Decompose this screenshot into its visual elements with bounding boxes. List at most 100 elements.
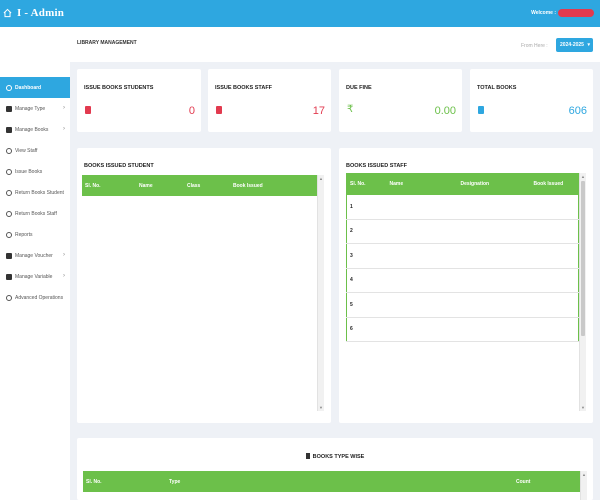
- sidebar-item-return-books-student[interactable]: Return Books Student: [0, 182, 70, 203]
- book-icon: [305, 453, 310, 459]
- column-header: Sl. No.: [346, 173, 387, 195]
- sidebar-item-dashboard[interactable]: Dashboard: [0, 77, 70, 98]
- sidebar-item-label: Return Books Student: [15, 189, 64, 196]
- sidebar-item-manage-books[interactable]: Manage Books ›: [0, 119, 70, 140]
- column-header: Name: [136, 175, 184, 196]
- panel-title-text: BOOKS TYPE WISE: [312, 454, 365, 460]
- chevron-right-icon: ›: [63, 105, 65, 111]
- sidebar-item-label: Manage Type: [15, 105, 46, 112]
- scroll-up-icon[interactable]: ▲: [319, 176, 323, 181]
- scroll-thumb[interactable]: [581, 181, 585, 336]
- table-row: 2: [346, 219, 579, 244]
- academic-year-value: 2024-2025: [560, 42, 584, 48]
- type-wise-table: Sl. No. Type Count: [83, 471, 580, 492]
- return-staff-icon: [6, 210, 12, 217]
- row-serial: 3: [346, 243, 387, 269]
- sidebar-item-view-staff[interactable]: View Staff: [0, 140, 70, 161]
- top-bar: I - Admin Welcome :: [0, 0, 600, 27]
- sidebar-item-manage-voucher[interactable]: Manage Voucher ›: [0, 245, 70, 266]
- scroll-up-icon[interactable]: ▲: [581, 174, 585, 179]
- table-row: 3: [346, 243, 579, 269]
- issue-icon: [6, 168, 12, 175]
- type-wise-scrollbar[interactable]: ▲: [580, 471, 587, 500]
- scroll-up-icon[interactable]: ▲: [582, 472, 586, 477]
- table-header-row: Sl. No. Name Class Book Issued: [82, 175, 318, 196]
- scroll-down-icon[interactable]: ▼: [319, 405, 323, 410]
- stat-value: 0.00: [434, 105, 456, 117]
- chevron-right-icon: ›: [63, 126, 65, 132]
- type-icon: [6, 105, 12, 112]
- stat-value: 0: [188, 105, 195, 117]
- table-header-row: Sl. No. Type Count: [83, 471, 580, 492]
- voucher-icon: [6, 252, 12, 259]
- sidebar-item-label: Dashboard: [15, 84, 42, 91]
- year-label: From Here :: [521, 43, 548, 49]
- book-icon: [478, 106, 484, 114]
- panel-books-issued-student: BOOKS ISSUED STUDENT Sl. No. Name Class …: [77, 148, 331, 423]
- panel-books-issued-staff: BOOKS ISSUED STAFF Sl. No. Name Designat…: [339, 148, 593, 423]
- column-header: Book Issued: [530, 173, 579, 195]
- column-header: Count: [513, 471, 580, 492]
- stat-title: TOTAL BOOKS: [477, 85, 517, 91]
- column-header: Class: [184, 175, 230, 196]
- table-row: 1: [346, 194, 579, 220]
- column-header: Sl. No.: [83, 471, 166, 492]
- row-serial: 6: [346, 317, 387, 342]
- sidebar-item-issue-books[interactable]: Issue Books: [0, 161, 70, 182]
- row-serial: 4: [346, 268, 387, 293]
- table-row: 6: [346, 317, 579, 342]
- column-header: Type: [166, 471, 513, 492]
- user-menu[interactable]: [558, 9, 594, 17]
- staff-table-scrollbar[interactable]: ▲ ▼: [579, 173, 586, 411]
- rupee-icon: ₹: [347, 104, 354, 115]
- staff-issued-table: Sl. No. Name Designation Book Issued 1 2…: [346, 173, 579, 342]
- sidebar-item-label: Manage Voucher: [15, 252, 53, 259]
- column-header: Sl. No.: [82, 175, 136, 196]
- sidebar-item-label: Reports: [15, 231, 33, 238]
- home-icon[interactable]: [3, 8, 12, 18]
- books-icon: [6, 126, 12, 133]
- return-student-icon: [6, 189, 12, 196]
- row-serial: 5: [346, 292, 387, 318]
- book-icon: [85, 106, 91, 114]
- stat-card-issue-students: ISSUE BOOKS STUDENTS 0: [77, 69, 201, 132]
- stat-card-due-fine: DUE FINE ₹ 0.00: [339, 69, 462, 132]
- welcome-label: Welcome :: [531, 10, 556, 16]
- dashboard-icon: [6, 84, 12, 91]
- stat-card-issue-staff: ISSUE BOOKS STAFF 17: [208, 69, 331, 132]
- variable-icon: [6, 273, 12, 280]
- book-icon: [216, 106, 222, 114]
- sidebar-item-label: Advanced Operations: [15, 294, 64, 301]
- scroll-down-icon[interactable]: ▼: [581, 405, 585, 410]
- panel-books-type-wise: BOOKS TYPE WISE Sl. No. Type Count ▲: [77, 438, 593, 500]
- sidebar-item-advanced-operations[interactable]: Advanced Operations: [0, 287, 70, 308]
- panel-title: BOOKS TYPE WISE: [77, 453, 593, 460]
- academic-year-select[interactable]: 2024-2025 ▾: [556, 38, 593, 52]
- student-table-scrollbar[interactable]: ▲ ▼: [317, 175, 324, 411]
- sidebar-item-reports[interactable]: Reports: [0, 224, 70, 245]
- sidebar-item-label: Manage Variable: [15, 273, 53, 280]
- stat-value: 17: [312, 105, 325, 117]
- column-header: Designation: [457, 173, 531, 195]
- column-header: Book Issued: [230, 175, 318, 196]
- stat-card-total-books: TOTAL BOOKS 606: [470, 69, 593, 132]
- stat-title: ISSUE BOOKS STUDENTS: [84, 85, 154, 91]
- sidebar-item-label: Issue Books: [15, 168, 43, 175]
- panel-title: BOOKS ISSUED STAFF: [346, 163, 408, 169]
- sidebar-item-label: Manage Books: [15, 126, 49, 133]
- sidebar-item-return-books-staff[interactable]: Return Books Staff: [0, 203, 70, 224]
- chevron-right-icon: ›: [63, 273, 65, 279]
- row-serial: 1: [346, 194, 387, 220]
- student-issued-table: Sl. No. Name Class Book Issued: [82, 175, 318, 196]
- content-header: LIBRARY MANAGEMENT From Here : 2024-2025…: [70, 27, 600, 62]
- sidebar-item-manage-variable[interactable]: Manage Variable ›: [0, 266, 70, 287]
- row-serial: 2: [346, 219, 387, 244]
- reports-icon: [6, 231, 12, 238]
- sidebar-item-label: View Staff: [15, 147, 38, 154]
- chevron-right-icon: ›: [63, 252, 65, 258]
- sidebar: Dashboard Manage Type › Manage Books › V…: [0, 27, 70, 500]
- sidebar-item-manage-type[interactable]: Manage Type ›: [0, 98, 70, 119]
- app-brand: I - Admin: [17, 7, 65, 19]
- advanced-icon: [6, 294, 12, 301]
- stat-value: 606: [568, 105, 587, 117]
